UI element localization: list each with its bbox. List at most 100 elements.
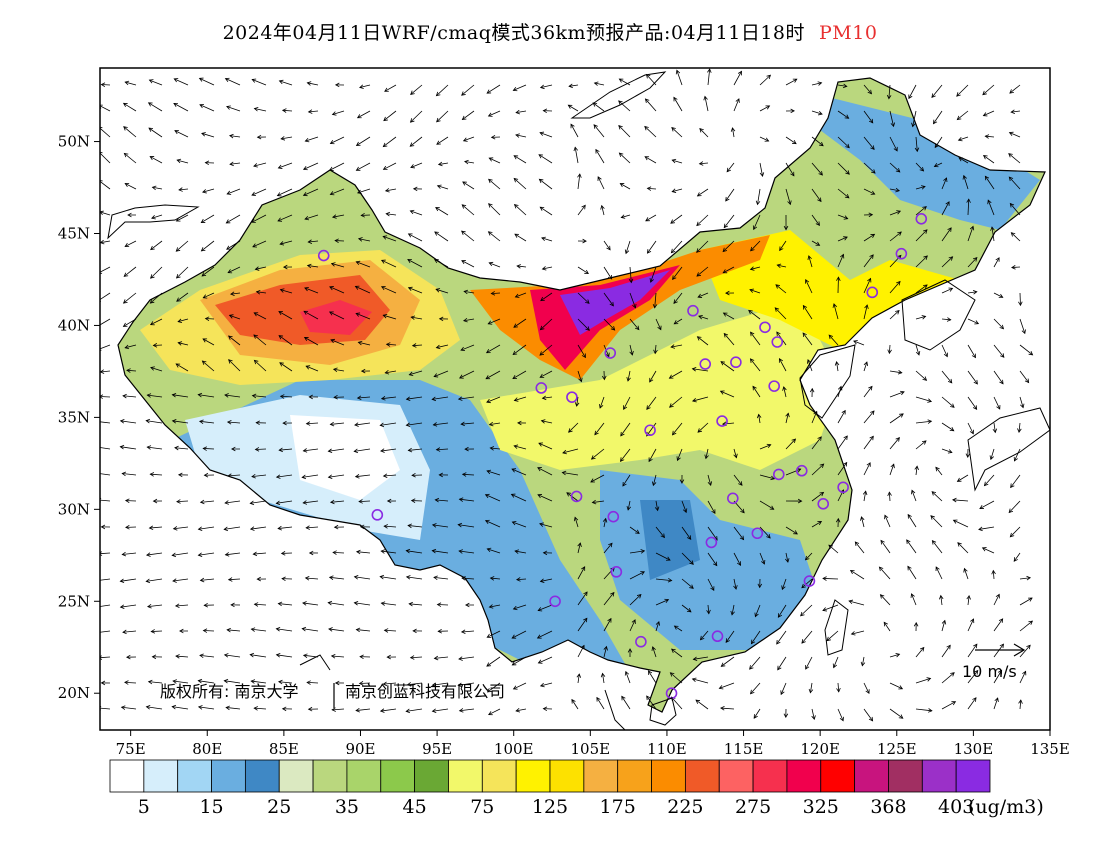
wind-arrow <box>889 309 900 320</box>
wind-arrow <box>355 707 371 713</box>
wind-arrow <box>408 370 423 376</box>
wind-arrow <box>406 682 423 687</box>
wind-arrow <box>915 315 927 320</box>
wind-arrow <box>862 490 868 502</box>
moderate-zone-north <box>480 300 840 470</box>
lon-tick-label: 80E <box>192 740 222 758</box>
colorbar-label: 75 <box>470 796 494 818</box>
wind-arrow <box>203 602 215 608</box>
wind-arrow <box>910 593 917 606</box>
wind-arrow <box>802 304 813 320</box>
wind-arrow <box>516 577 527 582</box>
wind-arrow <box>967 396 978 410</box>
wind-arrow <box>255 420 267 426</box>
wind-arrow <box>307 239 319 244</box>
wind-arrow <box>152 343 163 348</box>
wind-arrow <box>941 177 948 190</box>
wind-arrow <box>149 472 163 477</box>
wind-arrow <box>837 110 850 119</box>
wind-arrow <box>957 136 969 142</box>
wind-arrow <box>993 396 1001 410</box>
wind-arrow <box>124 182 137 190</box>
title-text: 2024年04月11日WRF/cmaq模式36km预报产品:04月11日18时 <box>222 22 805 44</box>
wind-arrow <box>177 341 189 346</box>
wind-arrow <box>100 210 111 216</box>
wind-arrow <box>514 292 527 298</box>
wind-arrow <box>460 421 475 427</box>
wind-arrow <box>460 344 475 352</box>
wind-arrow <box>302 188 319 197</box>
wind-arrow <box>749 288 761 294</box>
wind-arrow <box>200 240 215 252</box>
wind-arrow <box>645 214 657 222</box>
wind-arrow <box>279 240 293 246</box>
wind-arrow <box>1018 292 1023 307</box>
wind-arrow <box>931 491 943 502</box>
wind-arrow <box>809 387 815 398</box>
wind-arrow <box>490 134 501 140</box>
wind-arrow <box>380 285 397 294</box>
wind-arrow <box>328 311 345 320</box>
wind-arrow <box>1017 422 1022 433</box>
wind-arrow <box>278 447 293 453</box>
wind-arrow <box>989 448 995 461</box>
wind-arrow <box>863 162 876 174</box>
wind-arrow <box>308 550 319 556</box>
wind-arrow <box>488 203 501 216</box>
wind-arrow <box>151 654 163 660</box>
colorbar-swatch <box>617 759 652 793</box>
wind-arrow <box>412 628 423 634</box>
wind-arrow <box>147 604 163 609</box>
wind-arrow <box>329 421 345 427</box>
copyright-text: 版权所有: 南京大学 <box>160 682 298 701</box>
wind-arrow <box>100 421 111 424</box>
colorbar-swatch <box>481 759 517 793</box>
city-marker <box>549 595 561 608</box>
wind-arrow <box>100 318 111 328</box>
wind-arrow <box>676 448 683 462</box>
wind-arrow <box>409 136 423 147</box>
wind-arrow <box>307 706 319 712</box>
wind-arrow <box>832 656 839 669</box>
wind-arrow <box>151 214 163 220</box>
wind-arrow <box>915 646 925 658</box>
wind-arrow <box>725 630 735 643</box>
wind-arrow <box>941 370 953 384</box>
wind-arrow <box>486 396 501 404</box>
wind-arrow <box>457 522 475 528</box>
wind-arrow <box>328 575 345 580</box>
wind-arrow <box>733 526 745 541</box>
wind-arrow <box>785 526 798 535</box>
wind-arrow <box>603 617 612 632</box>
wind-arrow <box>438 316 449 322</box>
wind-arrow <box>783 214 789 231</box>
wind-arrow <box>405 708 423 714</box>
wind-arrow <box>863 188 876 195</box>
wind-arrow <box>696 266 709 277</box>
wind-arrow <box>805 278 813 294</box>
wind-arrow <box>837 214 849 220</box>
wind-arrow <box>409 655 423 660</box>
wind-arrow <box>807 255 813 268</box>
wind-arrow <box>915 677 932 684</box>
wind-arrow <box>226 240 241 250</box>
wind-arrow <box>432 422 449 427</box>
wind-arrow <box>124 344 137 350</box>
wind-arrow <box>837 409 846 424</box>
wind-arrow <box>697 292 709 298</box>
wind-arrow <box>198 77 215 86</box>
wind-arrow <box>629 292 637 309</box>
wind-arrow <box>253 106 267 112</box>
wind-arrow <box>779 240 787 252</box>
wind-arrow <box>699 630 709 641</box>
wind-arrow <box>249 526 267 531</box>
wind-arrow <box>1019 396 1025 409</box>
wind-arrow <box>644 125 657 138</box>
wind-arrow <box>224 552 241 557</box>
wind-arrow <box>681 526 692 540</box>
wind-arrow <box>785 108 795 114</box>
wind-arrow <box>938 594 944 606</box>
wind-arrow <box>197 526 215 532</box>
wind-arrow <box>879 594 891 606</box>
wind-arrow <box>707 474 713 487</box>
